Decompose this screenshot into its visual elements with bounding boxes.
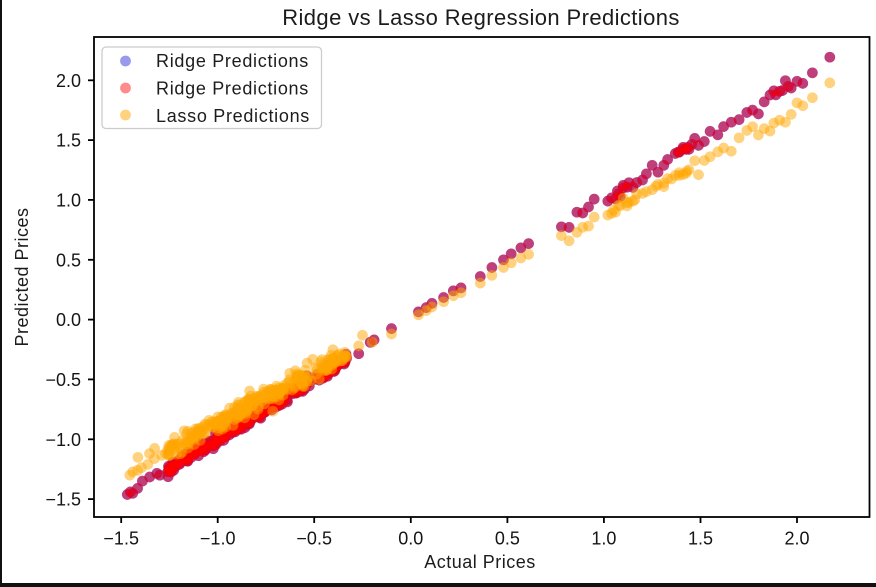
svg-text:−0.5: −0.5 (296, 529, 332, 549)
svg-text:1.5: 1.5 (688, 529, 713, 549)
svg-text:1.0: 1.0 (56, 190, 81, 210)
svg-text:0.0: 0.0 (398, 529, 423, 549)
svg-text:−1.5: −1.5 (103, 529, 139, 549)
svg-text:2.0: 2.0 (56, 71, 81, 91)
svg-text:−1.0: −1.0 (45, 430, 81, 450)
svg-text:Predicted Prices: Predicted Prices (12, 207, 32, 346)
svg-text:1.5: 1.5 (56, 131, 81, 151)
svg-text:−1.0: −1.0 (200, 529, 236, 549)
svg-text:Actual Prices: Actual Prices (424, 552, 536, 572)
svg-text:1.0: 1.0 (591, 529, 616, 549)
svg-text:Ridge Predictions: Ridge Predictions (156, 51, 309, 71)
svg-text:0.5: 0.5 (495, 529, 520, 549)
svg-text:Lasso Predictions: Lasso Predictions (156, 106, 310, 126)
svg-text:0.5: 0.5 (56, 250, 81, 270)
svg-text:Ridge vs Lasso Regression Pred: Ridge vs Lasso Regression Predictions (282, 5, 680, 30)
svg-text:0.0: 0.0 (56, 310, 81, 330)
svg-text:−0.5: −0.5 (45, 370, 81, 390)
svg-text:Ridge Predictions: Ridge Predictions (156, 78, 309, 98)
svg-text:2.0: 2.0 (784, 529, 809, 549)
svg-text:−1.5: −1.5 (45, 490, 81, 510)
